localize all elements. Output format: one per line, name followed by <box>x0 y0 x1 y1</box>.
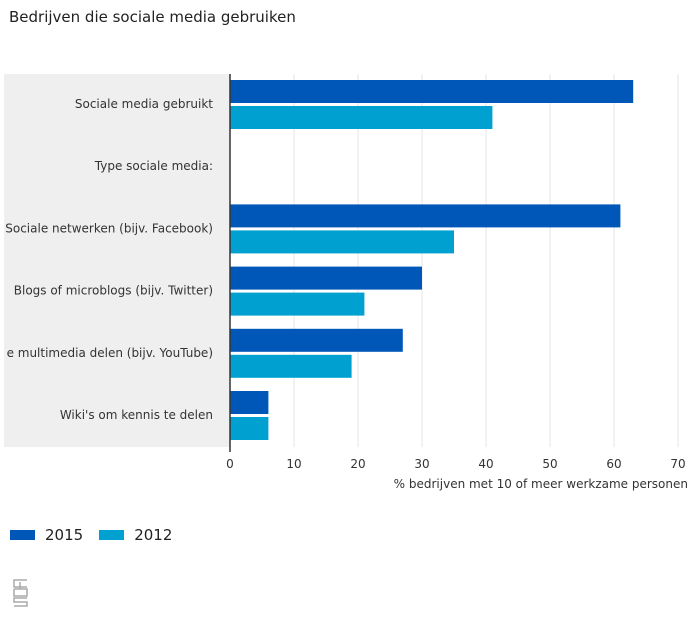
x-tick-label: 30 <box>414 457 429 471</box>
legend-label: 2012 <box>134 526 173 544</box>
bar-2012 <box>230 292 365 316</box>
bar-2015 <box>230 391 269 414</box>
x-tick-label: 60 <box>606 457 621 471</box>
legend-swatch <box>99 530 125 540</box>
category-band <box>4 74 230 447</box>
bar-2012 <box>230 106 493 129</box>
bar-2015 <box>230 266 422 290</box>
bar-2012 <box>230 354 352 378</box>
category-label: Wiki's om kennis te delen <box>60 408 213 422</box>
x-tick-label: 50 <box>542 457 557 471</box>
bar-2012 <box>230 230 454 254</box>
legend-swatch <box>10 530 35 540</box>
category-label: e multimedia delen (bijv. YouTube) <box>7 346 213 360</box>
bar-2015 <box>230 328 403 352</box>
x-tick-label: 20 <box>350 457 365 471</box>
category-label: Type sociale media: <box>94 159 213 173</box>
x-tick-label: 0 <box>226 457 234 471</box>
legend-label: 2015 <box>45 526 84 544</box>
category-label: Sociale netwerken (bijv. Facebook) <box>5 221 213 235</box>
x-tick-label: 40 <box>478 457 493 471</box>
bar-2015 <box>230 204 621 228</box>
x-axis-label: % bedrijven met 10 of meer werkzame pers… <box>394 477 688 491</box>
legend-item[interactable]: 2015 <box>10 526 83 544</box>
x-tick-label: 10 <box>286 457 301 471</box>
category-label: Blogs of microblogs (bijv. Twitter) <box>14 284 213 298</box>
bar-2015 <box>230 80 634 103</box>
chart-title: Bedrijven die sociale media gebruiken <box>9 8 296 26</box>
category-label: Sociale media gebruikt <box>75 97 213 111</box>
bar-2012 <box>230 417 269 440</box>
legend: 2015 2012 <box>10 526 188 544</box>
bar-chart: 0 10 20 30 40 50 60 70 % bedrijven met 10 of mee… <box>4 74 688 491</box>
legend-item[interactable]: 2012 <box>99 526 172 544</box>
x-tick-label: 70 <box>670 457 685 471</box>
cbs-logo <box>13 579 28 607</box>
